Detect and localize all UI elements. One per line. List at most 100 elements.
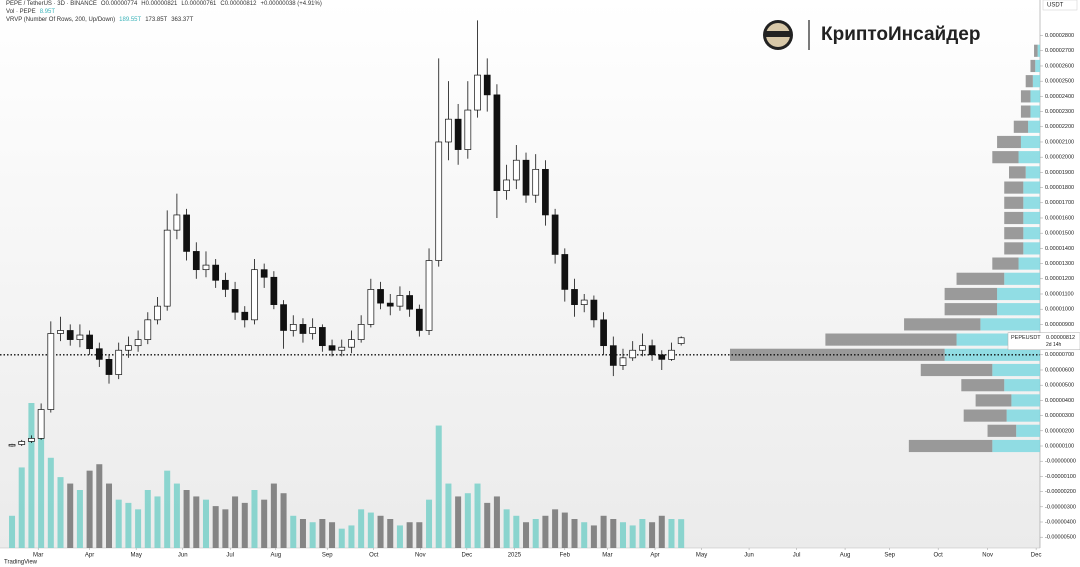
volume-bar — [658, 515, 665, 548]
candle-body — [445, 118, 452, 143]
y-tick-label: 0.00002400 — [1045, 94, 1074, 100]
volume-bar — [387, 519, 394, 548]
y-tick-label: -0.00000100 — [1045, 474, 1076, 480]
volume-bar — [9, 515, 16, 548]
profile-down — [1004, 211, 1024, 225]
profile-up — [1030, 90, 1040, 103]
volume-bar — [261, 499, 268, 548]
volume-bar — [610, 519, 617, 548]
y-tick-label: -0.00000000 — [1045, 459, 1076, 465]
volume-bar — [251, 490, 258, 548]
volume-bar — [222, 509, 229, 548]
volume-bar — [367, 512, 374, 548]
profile-down — [1004, 227, 1024, 240]
candle-body — [677, 337, 685, 344]
candle-body — [328, 345, 336, 351]
profile-up — [1023, 227, 1040, 240]
brand-name: КриптоИнсайдер — [821, 24, 980, 45]
profile-up — [1018, 151, 1040, 164]
candle-body — [66, 330, 74, 340]
volume-bar — [338, 528, 345, 548]
volume-bar — [280, 493, 287, 548]
ohlc: L0.00000761 — [181, 1, 217, 7]
profile-up — [997, 287, 1040, 301]
profile-down — [1034, 44, 1038, 57]
candle-body — [319, 327, 326, 347]
candle-body — [658, 354, 666, 360]
axis-unit: USDT — [1047, 3, 1064, 9]
volume-bar — [67, 483, 74, 548]
profile-up — [1020, 135, 1040, 149]
x-tick-label: Jul — [793, 553, 801, 559]
y-tick-label: 0.00000700 — [1045, 352, 1074, 358]
profile-up — [1023, 211, 1040, 225]
profile-down — [963, 409, 1007, 422]
x-tick-label: Nov — [415, 553, 426, 559]
profile-down — [920, 363, 993, 377]
volume-bar — [96, 464, 103, 548]
x-tick-label: Jun — [744, 553, 754, 559]
profile-up — [1023, 242, 1040, 255]
volume-bar — [445, 483, 452, 548]
volume-bar — [319, 519, 326, 548]
volume-bar — [426, 499, 433, 548]
y-tick-label: 0.00001100 — [1045, 291, 1074, 297]
profile-down — [944, 303, 998, 316]
candle-body — [522, 159, 530, 196]
volume-bar — [377, 515, 384, 548]
ohlc: O0.00000774 — [100, 1, 138, 7]
volume-bar — [270, 483, 277, 548]
volume-bar — [464, 493, 471, 548]
profile-down — [961, 379, 1005, 392]
candle-body — [415, 308, 423, 331]
y-tick-label: 0.00002100 — [1045, 139, 1074, 145]
candle-body — [386, 302, 394, 307]
candle-body — [454, 118, 462, 150]
x-tick-label: Mar — [33, 553, 43, 559]
candle-body — [396, 295, 404, 307]
candle-body — [580, 299, 588, 305]
x-tick-label: Jul — [226, 553, 234, 559]
volume-bar — [629, 525, 636, 548]
candle-body — [289, 324, 297, 331]
x-tick-label: Sep — [322, 553, 333, 559]
x-tick-label: Mar — [602, 553, 612, 559]
candle-body — [425, 260, 433, 331]
profile-up — [1023, 196, 1040, 209]
profile-down — [904, 318, 981, 331]
volume-bar — [396, 525, 403, 548]
y-tick-label: 0.00001900 — [1045, 170, 1074, 176]
brand-logo — [766, 31, 790, 37]
price-tag-symbol: PEPEUSDT — [1011, 335, 1041, 341]
y-tick-label: 0.00001500 — [1045, 231, 1074, 237]
y-tick-label: 0.00002500 — [1045, 79, 1074, 85]
profile-up — [1028, 120, 1040, 133]
volume-bar — [600, 515, 607, 548]
candle-body — [668, 349, 675, 360]
candle-body — [183, 214, 190, 252]
y-tick-label: 0.00000100 — [1045, 443, 1074, 449]
profile-up — [1004, 379, 1040, 392]
volume-bar — [38, 419, 45, 548]
brand: КриптоИнсайдер — [763, 20, 980, 50]
volume-bar — [523, 522, 530, 548]
volume-bar — [28, 403, 35, 548]
profile-up — [1011, 394, 1040, 407]
volume-bar — [202, 499, 209, 548]
volume-bar — [503, 509, 510, 548]
volume-bar — [115, 499, 122, 548]
candle-body — [115, 349, 123, 375]
candle-body — [18, 441, 26, 445]
x-tick-label: May — [696, 553, 707, 559]
candle-body — [406, 295, 413, 310]
candle-body — [503, 179, 510, 191]
candle-body — [37, 409, 45, 439]
candle-body — [309, 327, 317, 334]
candle-body — [173, 214, 181, 231]
profile-down — [1025, 75, 1033, 88]
volume-bar — [542, 515, 549, 548]
profile-up — [1016, 424, 1040, 437]
volume-name: Vol · PEPE — [6, 9, 36, 15]
profile-up — [980, 318, 1040, 331]
candle-body — [561, 254, 569, 290]
